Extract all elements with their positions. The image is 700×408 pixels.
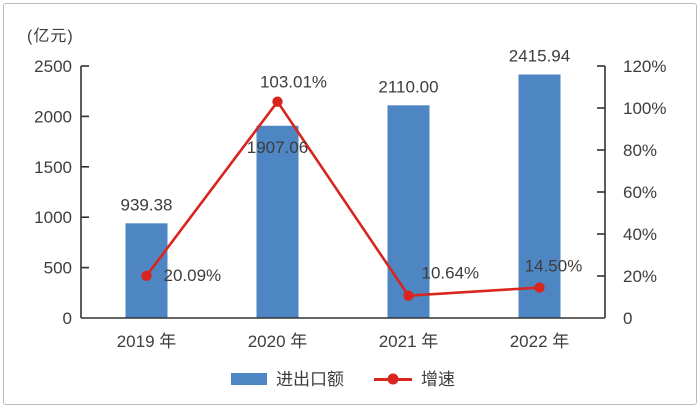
y2-axis-tick-label: 60% bbox=[623, 183, 657, 202]
growth-label: 10.64% bbox=[422, 264, 480, 283]
y2-axis-tick-label: 0 bbox=[623, 309, 632, 328]
x-axis-label: 2019 年 bbox=[117, 332, 177, 351]
y2-axis-tick-label: 40% bbox=[623, 225, 657, 244]
growth-point-2019年 bbox=[141, 270, 152, 282]
legend-item-line: 增速 bbox=[374, 371, 455, 388]
x-axis-label: 2021 年 bbox=[379, 332, 439, 351]
y-axis-tick-label: 500 bbox=[44, 259, 72, 278]
x-axis-label: 2022 年 bbox=[510, 332, 570, 351]
growth-point-2020年 bbox=[272, 96, 283, 107]
legend-line-marker bbox=[374, 373, 412, 385]
bar-2022年 bbox=[518, 74, 561, 318]
bar-value-label: 939.38 bbox=[121, 195, 173, 214]
bar-value-label: 2415.94 bbox=[509, 46, 570, 65]
growth-line bbox=[145, 99, 540, 297]
y2-axis-tick-label: 80% bbox=[623, 141, 657, 160]
y-axis-tick-label: 2500 bbox=[34, 57, 72, 76]
y2-axis-tick-label: 120% bbox=[623, 57, 666, 76]
unit-label: (亿元) bbox=[27, 28, 74, 45]
legend: 进出口额 增速 bbox=[81, 369, 605, 389]
growth-point-2022年 bbox=[534, 282, 545, 293]
y-axis-tick-label: 1000 bbox=[34, 208, 72, 227]
legend-line-dot bbox=[387, 373, 399, 385]
y-axis-tick-label: 2000 bbox=[34, 107, 72, 126]
y2-axis-tick-label: 100% bbox=[623, 99, 666, 118]
growth-label: 20.09% bbox=[164, 266, 222, 285]
bar-2021年 bbox=[387, 105, 430, 318]
x-axis-label: 2020 年 bbox=[248, 332, 308, 351]
y2-axis-tick-label: 20% bbox=[623, 267, 657, 286]
legend-bar-swatch bbox=[231, 373, 267, 385]
y-axis-tick-label: 1500 bbox=[34, 158, 72, 177]
bar-value-label: 2110.00 bbox=[378, 77, 438, 96]
growth-label: 103.01% bbox=[260, 73, 327, 92]
legend-label: 增速 bbox=[421, 369, 455, 389]
growth-label: 14.50% bbox=[525, 257, 583, 276]
bar-value-label: 1907.06 bbox=[247, 138, 308, 157]
legend-item-bar: 进出口额 bbox=[231, 371, 344, 388]
legend-label: 进出口额 bbox=[276, 369, 344, 389]
growth-point-2021年 bbox=[403, 290, 414, 301]
bar-2020年 bbox=[256, 125, 299, 319]
y-axis-tick-label: 0 bbox=[63, 309, 72, 328]
